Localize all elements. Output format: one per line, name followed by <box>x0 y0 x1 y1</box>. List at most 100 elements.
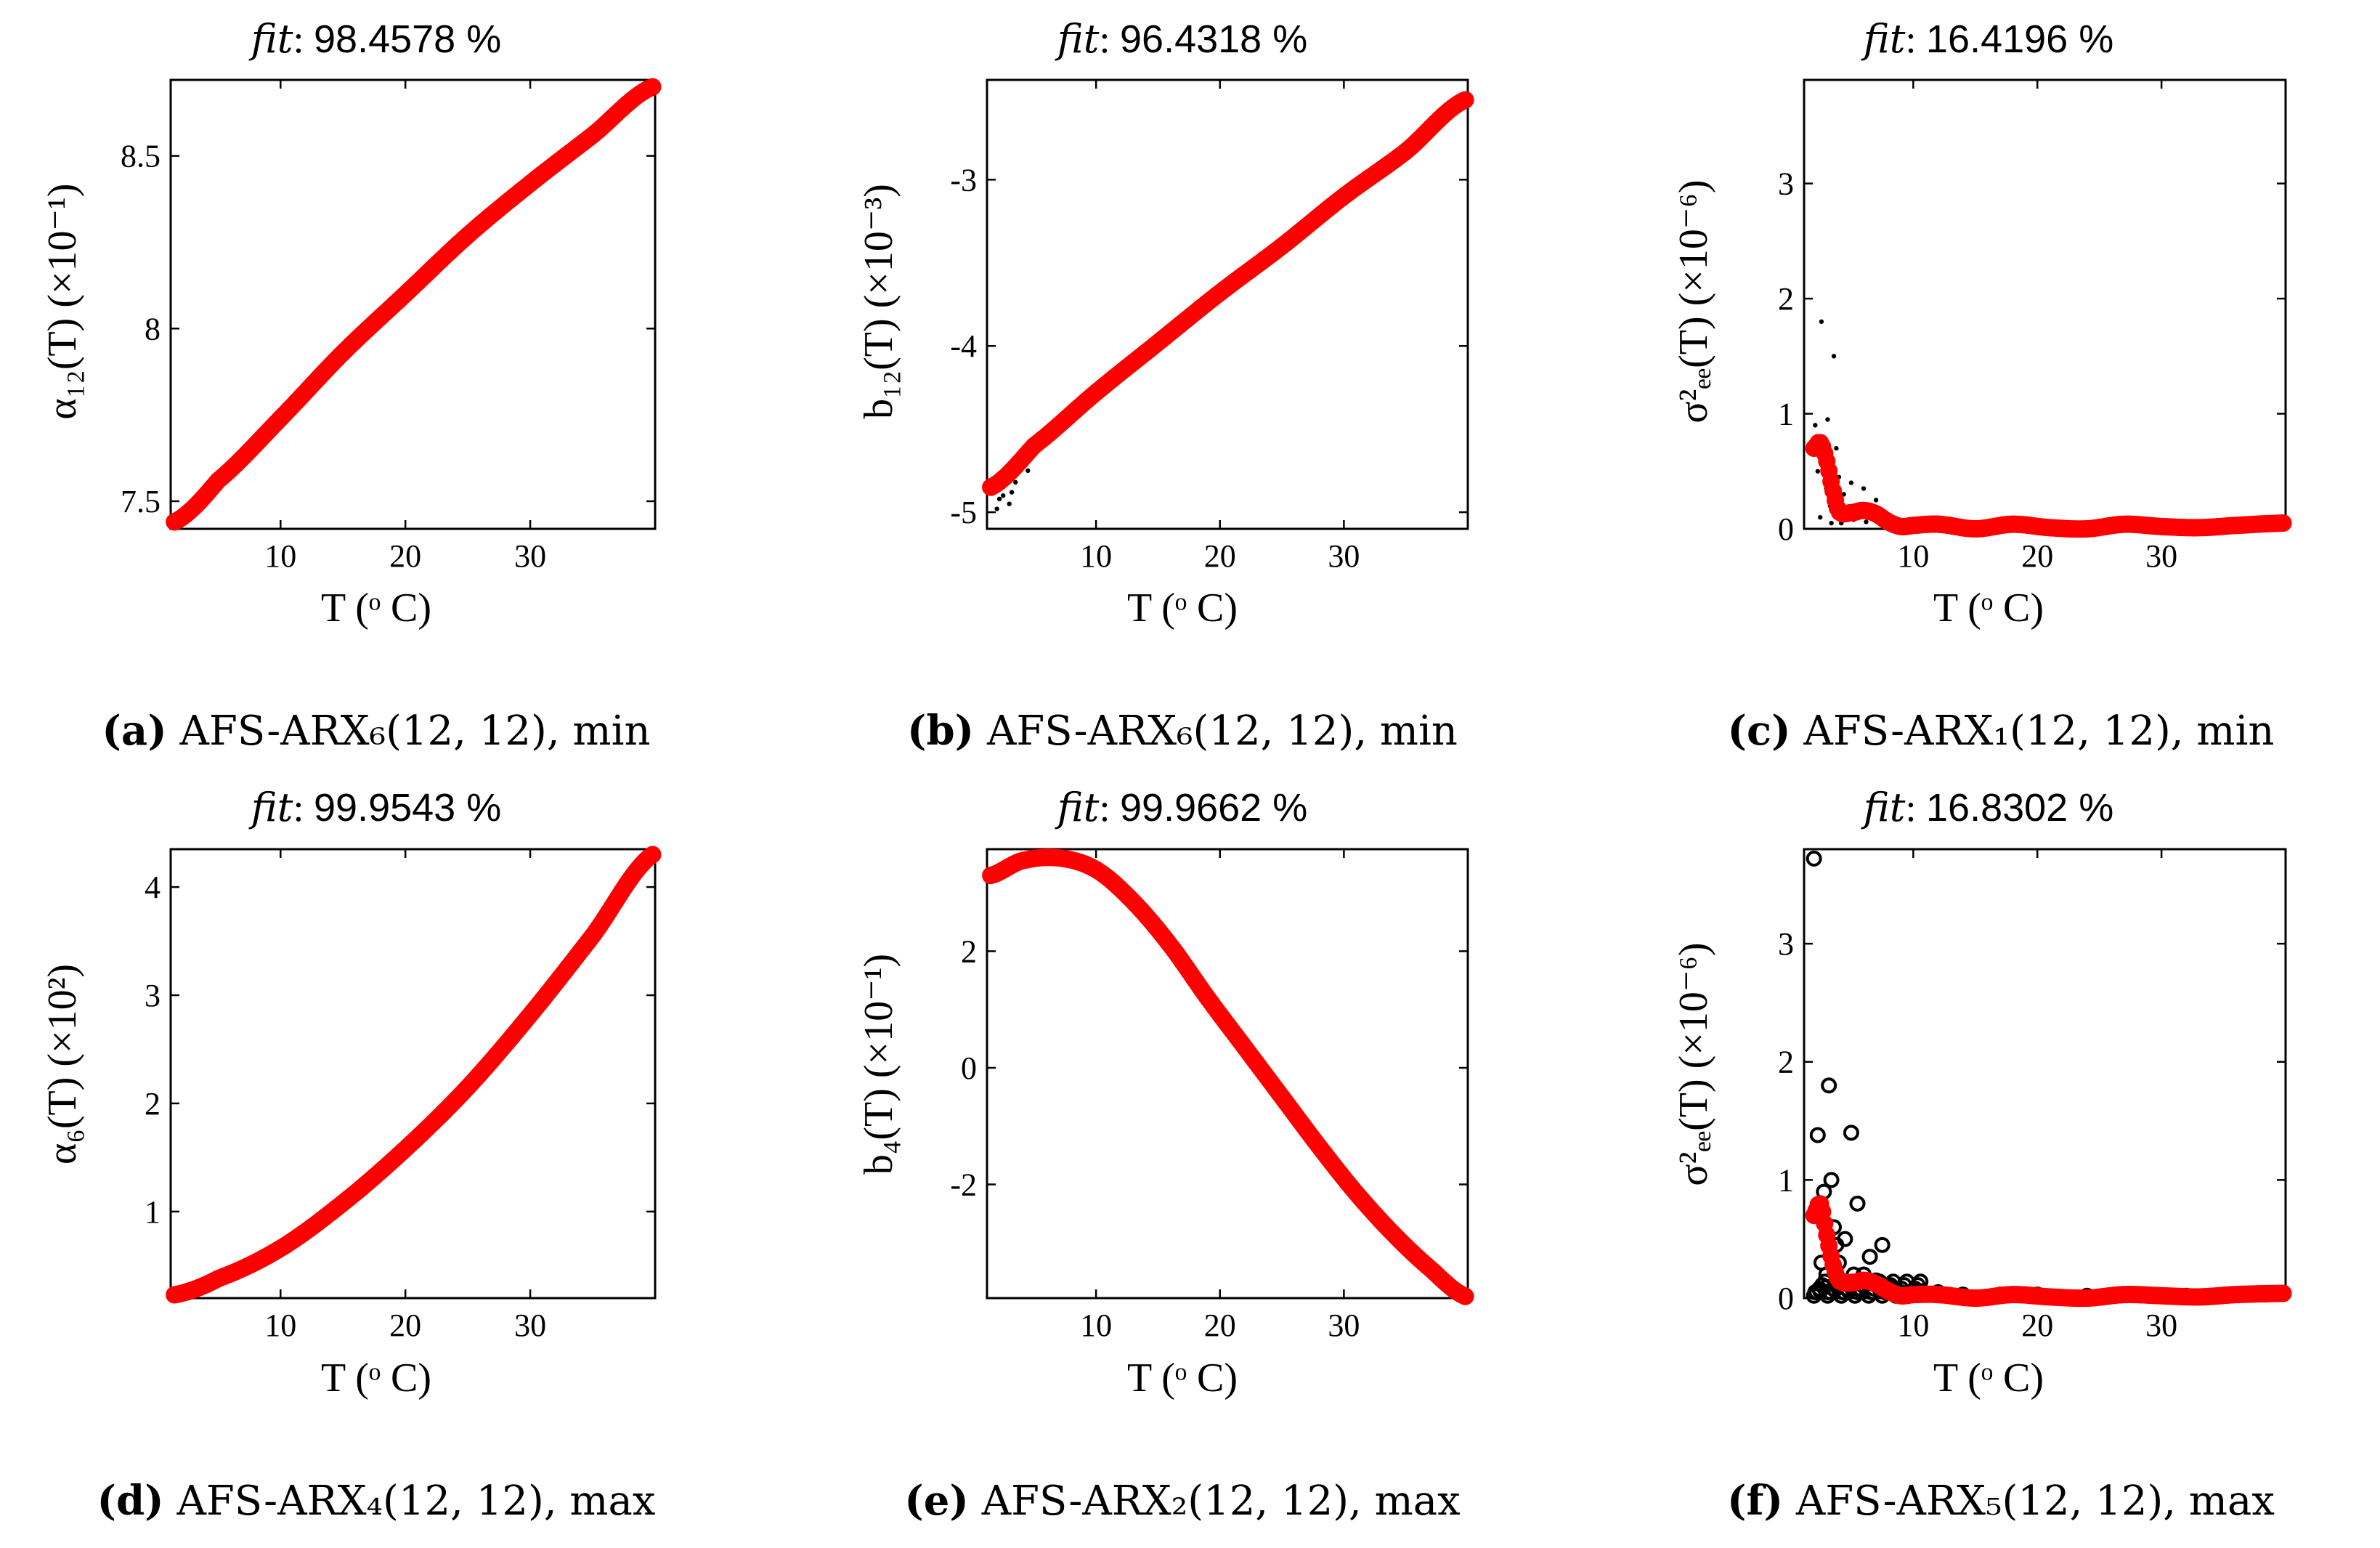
data-point <box>1806 851 1822 867</box>
caption-c: (c) AFS-ARX₁(12, 12), min <box>1728 707 2275 755</box>
plot-area-d: 10 20 30 1 2 3 4 <box>145 846 662 1343</box>
data-point <box>1009 490 1015 495</box>
y-tick-label: 2 <box>961 933 977 969</box>
data-point <box>1815 469 1820 474</box>
fit-marker <box>2274 514 2292 532</box>
caption-a: (a) AFS-ARX₆(12, 12), min <box>102 707 650 755</box>
y-tick-label: -4 <box>950 328 977 364</box>
data-point <box>1819 319 1824 324</box>
y-axis-label-d: α₆(T) (×10²) <box>40 964 85 1164</box>
data-point <box>994 506 999 511</box>
x-tick-label: 10 <box>1080 1308 1112 1343</box>
data-point <box>1829 520 1834 526</box>
y-axis-label-c: σ²ₑₑ(T) (×10⁻⁶) <box>1671 179 1716 423</box>
y-tick-label: 3 <box>1778 166 1794 202</box>
x-axis-label-d: T (ᵒ C) <box>321 1355 431 1401</box>
x-tick-label: 10 <box>1897 538 1929 574</box>
x-tick-label: 20 <box>1204 538 1236 574</box>
plot-area-c: 10 20 30 0 1 2 3 <box>1778 78 2292 574</box>
plot-area-a: 10 20 30 7.5 8 8.5 <box>121 78 662 574</box>
x-axis-label-b: T (ᵒ C) <box>1127 585 1238 631</box>
y-tick-label: 2 <box>145 1086 161 1122</box>
data-point <box>1818 514 1823 520</box>
panel-e: fit: 99.9662 % b₄(T) (×10⁻¹) T (ᵒ C) (e)… <box>856 785 1474 1525</box>
y-tick-label: 1 <box>145 1194 161 1230</box>
x-tick-label: 30 <box>2145 538 2177 574</box>
fit-marker <box>2274 1284 2292 1302</box>
y-tick-label: 1 <box>1778 1162 1794 1198</box>
data-point <box>996 496 1002 501</box>
x-tick-label: 10 <box>264 1308 296 1343</box>
x-axis-label-f: T (ᵒ C) <box>1933 1355 2044 1401</box>
panel-title-c: fit: 16.4196 % <box>1861 16 2113 62</box>
panel-a: fit: 98.4578 % α₁₂(T) (×10⁻¹) T (ᵒ C) (a… <box>40 16 662 755</box>
plot-area-b: 10 20 30 -5 -4 -3 <box>950 78 1474 574</box>
x-tick-label: 10 <box>1080 538 1112 574</box>
panel-title-d: fit: 99.9543 % <box>248 785 501 830</box>
x-tick-label: 10 <box>1897 1308 1929 1343</box>
panel-title-a: fit: 98.4578 % <box>248 16 501 62</box>
x-tick-label: 30 <box>514 1308 546 1343</box>
data-point <box>1848 480 1854 485</box>
y-axis-label-a: α₁₂(T) (×10⁻¹) <box>40 183 85 419</box>
y-tick-label: -5 <box>950 495 977 530</box>
data-point <box>1837 1231 1853 1247</box>
x-tick-label: 30 <box>2145 1308 2177 1343</box>
data-point <box>1843 1124 1859 1141</box>
x-tick-label: 20 <box>389 1308 421 1343</box>
axes-frame <box>169 848 657 1300</box>
y-axis-label-e: b₄(T) (×10⁻¹) <box>856 954 901 1175</box>
data-point <box>1825 417 1830 422</box>
fit-marker <box>643 846 662 864</box>
panel-title-f: fit: 16.8302 % <box>1861 785 2113 830</box>
panel-c: fit: 16.4196 % σ²ₑₑ(T) (×10⁻⁶) T (ᵒ C) (… <box>1671 16 2292 755</box>
axes-frame <box>986 78 1469 530</box>
y-tick-label: 8 <box>145 311 161 347</box>
data-point <box>1823 1172 1840 1188</box>
data-point <box>1874 1236 1890 1253</box>
fit-marker <box>1456 91 1474 109</box>
fit-marker <box>643 78 662 96</box>
y-tick-label: 2 <box>1778 1045 1794 1080</box>
panel-f: fit: 16.8302 % σ²ₑₑ(T) (×10⁻⁶) T (ᵒ C) (… <box>1671 785 2292 1525</box>
plot-area-e: 10 20 30 -2 0 2 <box>950 848 1474 1343</box>
panel-title-e: fit: 99.9662 % <box>1055 785 1307 830</box>
x-axis-label-e: T (ᵒ C) <box>1127 1355 1238 1401</box>
x-axis-label-c: T (ᵒ C) <box>1933 585 2044 631</box>
fit-marker <box>1456 1287 1474 1305</box>
y-tick-label: 3 <box>145 978 161 1013</box>
caption-f: (f) AFS-ARX₅(12, 12), max <box>1727 1477 2275 1525</box>
y-tick-label: 3 <box>1778 926 1794 962</box>
data-point <box>1025 468 1031 474</box>
data-point <box>1834 445 1839 451</box>
x-tick-label: 30 <box>1328 1308 1360 1343</box>
y-axis-label-b: b₁₂(T) (×10⁻³) <box>856 184 901 419</box>
data-point <box>1000 493 1006 498</box>
axes-frame <box>1803 78 2287 530</box>
data-point <box>1007 501 1012 506</box>
y-tick-label: 7.5 <box>121 484 161 519</box>
y-tick-label: -2 <box>950 1167 977 1202</box>
data-point <box>1813 423 1818 428</box>
y-tick-label: 0 <box>1778 511 1794 547</box>
x-tick-label: 10 <box>264 538 296 574</box>
x-tick-label: 30 <box>1328 538 1360 574</box>
axes-frame <box>1803 848 2287 1300</box>
caption-d: (d) AFS-ARX₄(12, 12), max <box>97 1477 655 1525</box>
y-axis-label-f: σ²ₑₑ(T) (×10⁻⁶) <box>1671 942 1716 1186</box>
data-point <box>1809 1127 1826 1143</box>
axes-frame <box>986 848 1469 1300</box>
y-tick-label: 2 <box>1778 281 1794 317</box>
y-tick-label: 1 <box>1778 397 1794 432</box>
panel-b: fit: 96.4318 % b₁₂(T) (×10⁻³) T (ᵒ C) (b… <box>856 16 1474 755</box>
data-point <box>1861 1249 1878 1265</box>
x-tick-label: 20 <box>1204 1308 1236 1343</box>
data-point <box>1849 1195 1866 1212</box>
axes-frame <box>169 78 657 530</box>
x-tick-label: 20 <box>2021 1308 2053 1343</box>
y-tick-label: 4 <box>145 870 161 905</box>
y-tick-label: -3 <box>950 162 977 198</box>
data-point <box>1861 486 1867 491</box>
panel-title-b: fit: 96.4318 % <box>1055 16 1307 62</box>
panel-d: fit: 99.9543 % α₆(T) (×10²) T (ᵒ C) (d) … <box>40 785 662 1525</box>
